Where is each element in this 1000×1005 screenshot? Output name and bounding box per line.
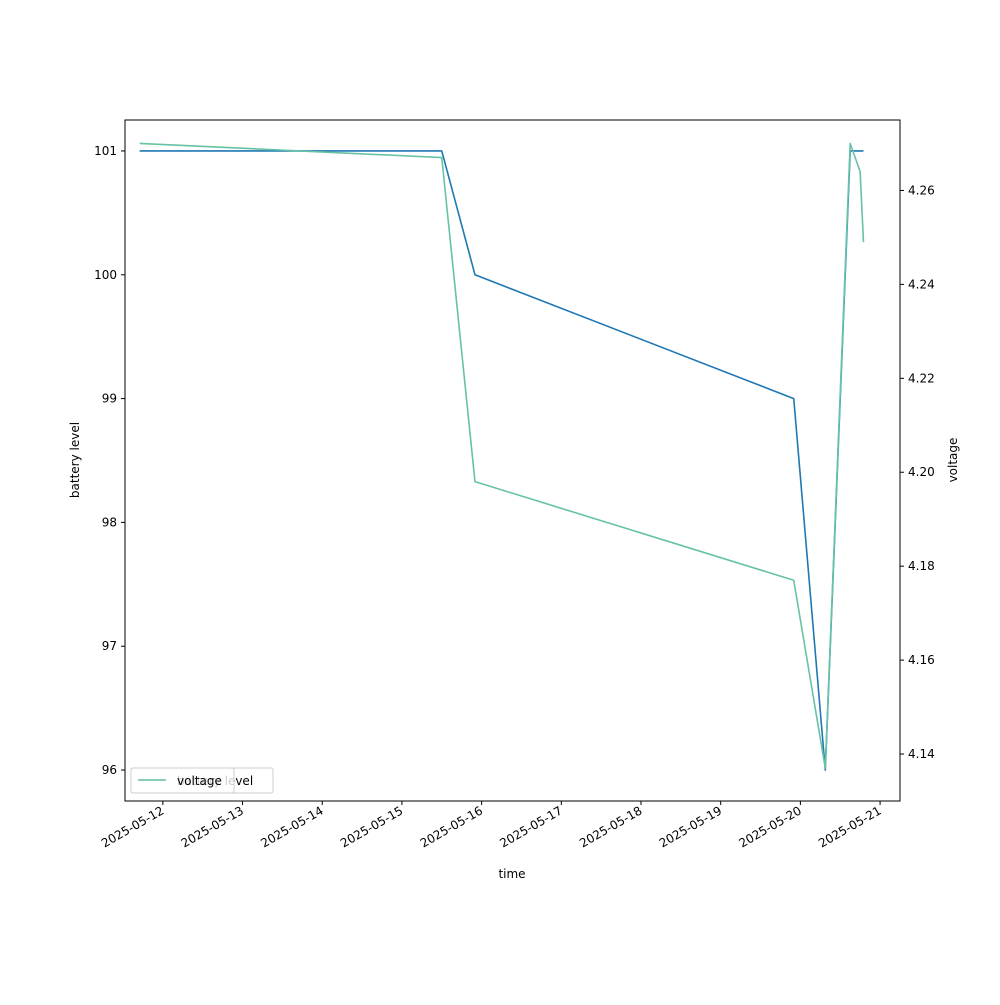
y-axis-left: 96 97 98 99 100 101 — [94, 144, 125, 777]
x-tick-label: 2025-05-19 — [657, 803, 724, 850]
y-left-tick-label: 101 — [94, 144, 117, 158]
y-right-tick-label: 4.24 — [908, 277, 935, 291]
legend-label: voltage — [177, 774, 222, 788]
y-axis-right: 4.14 4.16 4.18 4.20 4.22 4.24 4.26 — [900, 183, 935, 761]
series-line-battery-level — [139, 150, 864, 771]
y-right-tick-label: 4.16 — [908, 653, 935, 667]
y-left-tick-label: 97 — [102, 639, 117, 653]
y-left-tick-label: 98 — [102, 515, 117, 529]
y-axis-left-title: battery level — [68, 422, 82, 498]
y-left-tick-label: 99 — [102, 392, 117, 406]
legend-box — [130, 767, 235, 794]
series-line-voltage — [139, 142, 865, 769]
x-tick-label: 2025-05-12 — [99, 803, 166, 850]
legend-voltage: voltage — [130, 767, 235, 794]
y-axis-right-title: voltage — [946, 438, 960, 483]
x-tick-label: 2025-05-20 — [736, 803, 803, 850]
x-axis-title: time — [498, 867, 525, 881]
x-tick-label: 2025-05-17 — [497, 803, 564, 850]
x-tick-label: 2025-05-21 — [816, 803, 883, 850]
x-axis: 2025-05-12 2025-05-13 2025-05-14 2025-05-15… — [99, 801, 884, 850]
y-right-tick-label: 4.26 — [908, 183, 935, 197]
y-right-tick-label: 4.14 — [908, 747, 935, 761]
x-tick-label: 2025-05-14 — [258, 803, 325, 850]
x-tick-label: 2025-05-18 — [577, 803, 644, 850]
y-left-tick-label: 96 — [102, 763, 117, 777]
x-tick-label: 2025-05-16 — [418, 803, 485, 850]
lines-layer — [139, 142, 865, 771]
x-tick-label: 2025-05-13 — [179, 803, 246, 850]
y-right-tick-label: 4.18 — [908, 559, 935, 573]
y-right-tick-label: 4.20 — [908, 465, 935, 479]
y-left-tick-label: 100 — [94, 268, 117, 282]
x-tick-label: 2025-05-15 — [338, 803, 405, 850]
plot-frame — [124, 119, 901, 802]
y-right-tick-label: 4.22 — [908, 371, 935, 385]
